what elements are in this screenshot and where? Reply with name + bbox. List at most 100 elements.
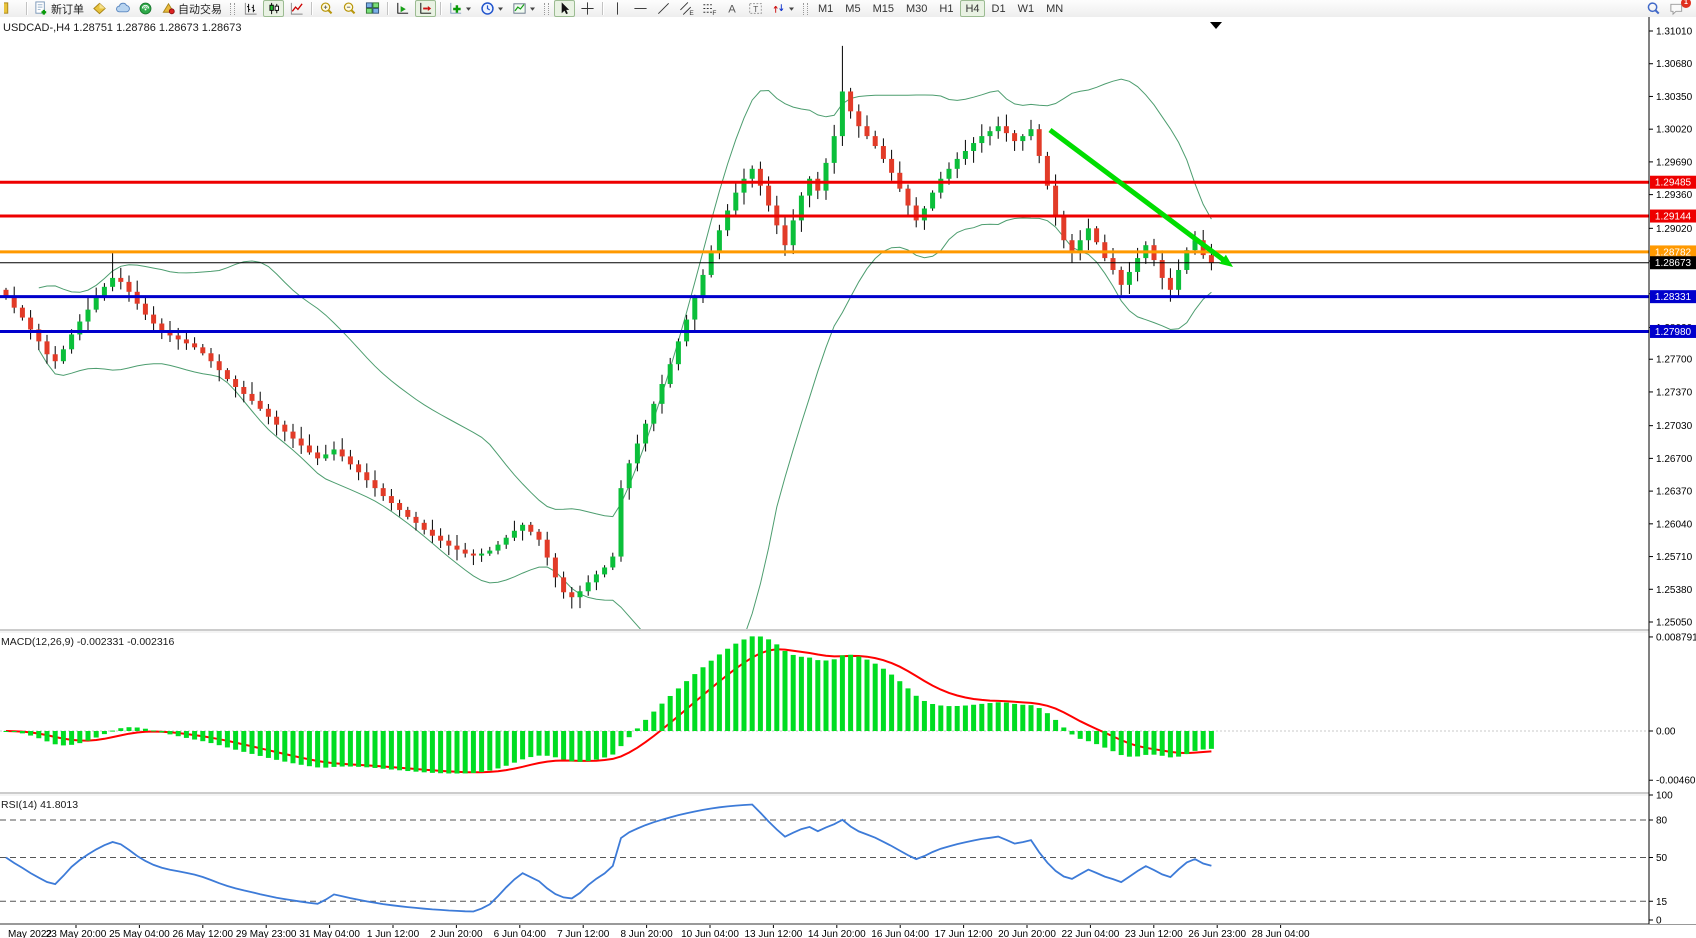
time-tick-label: 10 Jun 04:00 [681, 929, 739, 938]
svg-text:F: F [712, 10, 716, 16]
time-tick-label: 6 Jun 04:00 [494, 929, 547, 938]
chart-shift-marker[interactable] [1210, 22, 1222, 29]
chart-shift-button[interactable] [415, 0, 436, 17]
level-price-badge-text: 1.28331 [1655, 292, 1692, 303]
svg-text:E: E [689, 10, 694, 16]
zoom-out-button[interactable] [339, 0, 360, 17]
timeframe-m1[interactable]: M1 [818, 2, 834, 15]
fibonacci-button[interactable]: F [699, 0, 720, 17]
new-order-button-label: 新订单 [51, 3, 84, 16]
toolbar-separator [311, 2, 312, 15]
text-label-button[interactable]: T [745, 0, 766, 17]
dropdown-caret-icon [466, 7, 471, 11]
level-price-badge-text: 1.29144 [1655, 212, 1692, 223]
rsi-tick-label: 0 [1656, 916, 1662, 927]
price-tick-label: 1.29690 [1656, 157, 1693, 168]
level-price-badge [1650, 175, 1696, 189]
time-tick-label: 25 May 04:00 [109, 929, 170, 938]
indicators-button[interactable] [445, 0, 475, 17]
macd-tick-label: 0.008791 [1656, 632, 1696, 643]
mql5-community-button[interactable] [112, 0, 133, 17]
toolbar-grip [230, 2, 235, 15]
vline-icon [610, 1, 625, 16]
fibo-icon: F [702, 1, 717, 16]
bid-price-badge-text: 1.28673 [1655, 258, 1692, 269]
level-price-badge-text: 1.28782 [1655, 247, 1692, 258]
tile-icon [365, 1, 380, 16]
chart-canvas[interactable]: 1.31010 1.30680 1.30350 1.30020 1.29690 1.293… [0, 17, 1696, 938]
rsi-tick-label: 50 [1656, 853, 1668, 864]
arrows-button[interactable] [768, 0, 798, 17]
timeframe-m30[interactable]: M30 [905, 2, 928, 15]
toolbar-separator [26, 2, 27, 15]
dropdown-caret-icon [498, 7, 503, 11]
cursor-button[interactable] [554, 0, 575, 17]
price-axis[interactable]: 1.31010 1.30680 1.30350 1.30020 1.29690 1.293… [1648, 17, 1696, 927]
bid-price-badge [1650, 256, 1696, 270]
templates-button[interactable] [509, 0, 539, 17]
time-tick-label: 8 Jun 20:00 [620, 929, 673, 938]
timeframe-h1[interactable]: H1 [939, 2, 954, 15]
macd-indicator-label: MACD(12,26,9) -0.002331 -0.002316 [1, 636, 175, 648]
chartshift-icon [418, 1, 433, 16]
autotrade-icon [161, 1, 176, 16]
chart-title: USDCAD-,H4 1.28751 1.28786 1.28673 1.286… [3, 22, 242, 34]
dropdown-caret-icon [530, 7, 535, 11]
price-levels [0, 180, 1649, 333]
time-tick-label: 31 May 04:00 [299, 929, 360, 938]
cloud-icon [115, 1, 130, 16]
eraser-button[interactable] [89, 0, 110, 17]
price-tick-label: 1.25380 [1656, 585, 1693, 596]
toolbar: 新订单 自动交易 E F A T M1 M5 M15 M30 H1 H4 D1 W1 MN 1 [0, 0, 1696, 18]
time-tick-label: 26 May 12:00 [172, 929, 233, 938]
rsi-tick-label: 15 [1656, 897, 1668, 908]
chart-window[interactable]: 1.31010 1.30680 1.30350 1.30020 1.29690 1.293… [0, 17, 1696, 938]
candles-icon [266, 1, 281, 16]
auto-trading-button[interactable]: 自动交易 [158, 0, 225, 17]
price-tick-label: 1.27370 [1656, 387, 1693, 398]
time-tick-label: 28 Jun 04:00 [1252, 929, 1310, 938]
toolbar-separator [387, 2, 388, 15]
timeframe-h4[interactable]: H4 [960, 0, 985, 17]
periods-button[interactable] [477, 0, 507, 17]
tile-windows-button[interactable] [362, 0, 383, 17]
search-icon [1646, 1, 1661, 16]
timeframe-d1[interactable]: D1 [991, 2, 1006, 15]
indicators-icon [448, 1, 463, 16]
timeframe-w1[interactable]: W1 [1017, 2, 1035, 15]
bars-icon [243, 1, 258, 16]
timeframe-mn[interactable]: MN [1046, 2, 1064, 15]
clipped-toolbar-icon[interactable] [1, 0, 22, 17]
text-button[interactable]: A [722, 0, 743, 17]
level-price-badge [1650, 245, 1696, 259]
line-chart-button[interactable] [286, 0, 307, 17]
zoom-in-button[interactable] [316, 0, 337, 17]
neworder-icon [34, 1, 49, 16]
vertical-line-button[interactable] [607, 0, 628, 17]
auto-trading-button-label: 自动交易 [178, 3, 222, 16]
price-tick-label: 1.26040 [1656, 519, 1693, 530]
auto-scroll-button[interactable] [392, 0, 413, 17]
search-button[interactable] [1643, 0, 1664, 17]
broadcast-button[interactable] [135, 0, 156, 17]
timeframe-m15[interactable]: M15 [872, 2, 894, 15]
price-tick-label: 1.27030 [1656, 421, 1693, 432]
toolbar-grip [803, 2, 808, 15]
price-tick-label: 1.26700 [1656, 454, 1693, 465]
price-tick-label: 1.29360 [1656, 190, 1693, 201]
new-order-button[interactable]: 新订单 [31, 0, 87, 17]
price-tick-label: 1.31010 [1656, 27, 1693, 38]
bar-chart-button[interactable] [240, 0, 261, 17]
toolbar-separator [602, 2, 603, 15]
crosshair-button[interactable] [577, 0, 598, 17]
candlestick-chart-button[interactable] [263, 0, 284, 17]
horizontal-line-button[interactable] [630, 0, 651, 17]
equidistant-channel-button[interactable]: E [676, 0, 697, 17]
linechart-icon [289, 1, 304, 16]
trendline-button[interactable] [653, 0, 674, 17]
trend-arrow[interactable] [1048, 127, 1233, 267]
timeframe-m5[interactable]: M5 [845, 2, 861, 15]
autoscroll-icon [395, 1, 410, 16]
level-price-badge [1650, 209, 1696, 223]
